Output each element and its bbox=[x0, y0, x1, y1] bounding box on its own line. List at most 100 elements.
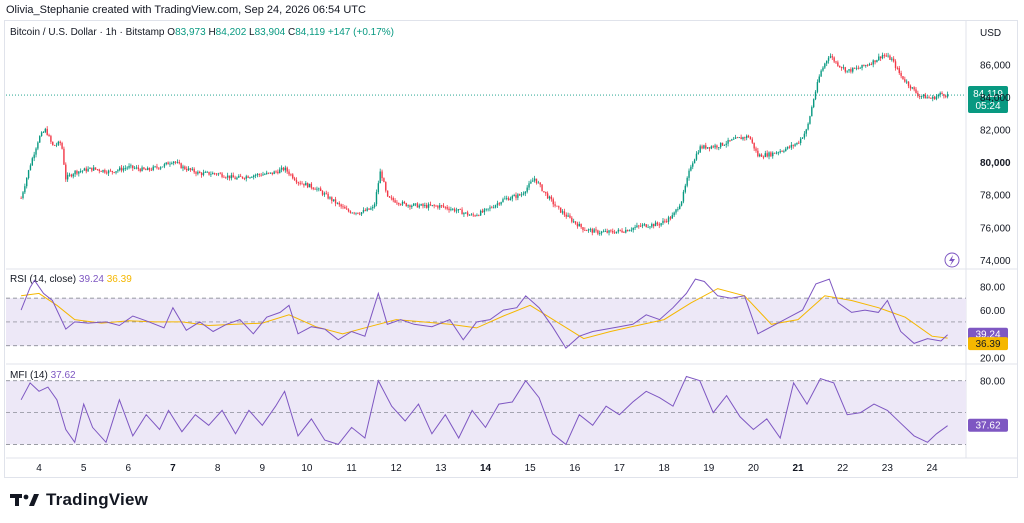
candle-body bbox=[489, 207, 491, 209]
candle-body bbox=[586, 230, 588, 232]
candle-body bbox=[721, 142, 724, 146]
candle-body bbox=[288, 171, 290, 175]
candle-body bbox=[532, 180, 534, 182]
candle-body bbox=[245, 176, 247, 179]
candle-body bbox=[91, 167, 93, 171]
candle-body bbox=[238, 175, 240, 178]
candle-body bbox=[619, 229, 621, 231]
candle-body bbox=[385, 182, 387, 191]
date-tick-label: 22 bbox=[837, 463, 849, 474]
candle-body bbox=[853, 67, 856, 69]
candle-body bbox=[548, 196, 551, 199]
candle-body bbox=[22, 192, 24, 199]
candle-body bbox=[431, 205, 433, 206]
candle-body bbox=[837, 62, 839, 66]
symbol-title: Bitcoin / U.S. Dollar · 1h · Bitstamp bbox=[10, 27, 165, 38]
date-tick-label: 20 bbox=[748, 463, 760, 474]
candle-body bbox=[708, 147, 711, 149]
candle-body bbox=[349, 211, 352, 213]
candle-body bbox=[223, 176, 225, 178]
candle-body bbox=[747, 135, 750, 137]
candle-body bbox=[511, 196, 513, 199]
candle-body bbox=[154, 166, 156, 168]
candle-body bbox=[297, 182, 300, 184]
candle-body bbox=[933, 96, 936, 100]
candle-body bbox=[336, 202, 339, 204]
price-tick-label: 80,000 bbox=[980, 158, 1011, 169]
candle-body bbox=[52, 141, 54, 146]
candle-body bbox=[301, 183, 303, 185]
candle-body bbox=[671, 215, 673, 219]
candle-body bbox=[649, 226, 651, 228]
candle-body bbox=[42, 132, 45, 133]
open-value: 83,973 bbox=[175, 27, 206, 38]
candle-body bbox=[200, 173, 203, 176]
candle-body bbox=[652, 224, 655, 227]
candle-body bbox=[427, 204, 430, 208]
candle-body bbox=[314, 188, 316, 190]
candle-body bbox=[519, 194, 521, 196]
candle-body bbox=[930, 97, 932, 99]
candle-body bbox=[180, 163, 182, 169]
candle-body bbox=[630, 229, 633, 231]
candle-body bbox=[111, 170, 114, 173]
candle-body bbox=[621, 230, 623, 233]
candle-body bbox=[258, 174, 260, 175]
candle-body bbox=[943, 94, 945, 97]
candle-body bbox=[225, 177, 227, 179]
date-tick-label: 4 bbox=[36, 463, 42, 474]
candle-body bbox=[822, 67, 824, 71]
candle-body bbox=[852, 67, 854, 72]
candle-body bbox=[325, 193, 327, 195]
candle-body bbox=[66, 175, 69, 180]
candle-body bbox=[394, 200, 396, 203]
candle-body bbox=[705, 145, 707, 149]
low-value: 83,904 bbox=[254, 27, 286, 38]
date-tick-label: 11 bbox=[346, 463, 357, 474]
candle-body bbox=[939, 92, 941, 95]
candle-body bbox=[759, 154, 761, 157]
candle-body bbox=[684, 185, 687, 192]
date-tick-label: 7 bbox=[170, 463, 176, 474]
candle-body bbox=[293, 178, 296, 181]
candle-body bbox=[662, 220, 664, 224]
candle-body bbox=[785, 148, 787, 152]
candle-body bbox=[666, 220, 668, 222]
candle-body bbox=[128, 165, 130, 168]
candle-body bbox=[439, 205, 441, 208]
candle-body bbox=[569, 215, 571, 218]
candle-body bbox=[204, 172, 207, 173]
candle-body bbox=[306, 182, 309, 188]
candle-body bbox=[372, 206, 374, 209]
candle-body bbox=[835, 61, 837, 63]
candle-body bbox=[303, 183, 305, 186]
candle-body bbox=[355, 212, 357, 214]
candle-body bbox=[340, 204, 342, 207]
candle-body bbox=[829, 56, 832, 58]
candle-body bbox=[945, 96, 947, 97]
candle-body bbox=[453, 208, 456, 212]
candle-body bbox=[868, 64, 871, 66]
candle-body bbox=[448, 208, 450, 211]
candle-body bbox=[528, 183, 530, 188]
candle-body bbox=[455, 210, 458, 212]
candle-body bbox=[319, 188, 322, 192]
candle-body bbox=[158, 167, 160, 169]
candle-body bbox=[243, 178, 246, 180]
candle-body bbox=[932, 96, 934, 99]
candle-body bbox=[768, 152, 770, 157]
candle-body bbox=[463, 213, 465, 215]
candle-body bbox=[485, 208, 487, 210]
candle-body bbox=[746, 135, 748, 139]
candle-body bbox=[866, 65, 869, 66]
candle-body bbox=[292, 174, 294, 179]
candle-body bbox=[139, 169, 141, 172]
candle-body bbox=[783, 151, 785, 152]
candle-body bbox=[753, 142, 755, 149]
candle-body bbox=[98, 169, 100, 172]
candle-body bbox=[680, 201, 683, 206]
candle-body bbox=[232, 175, 234, 178]
date-tick-label: 21 bbox=[792, 463, 804, 474]
candle-body bbox=[546, 193, 549, 199]
